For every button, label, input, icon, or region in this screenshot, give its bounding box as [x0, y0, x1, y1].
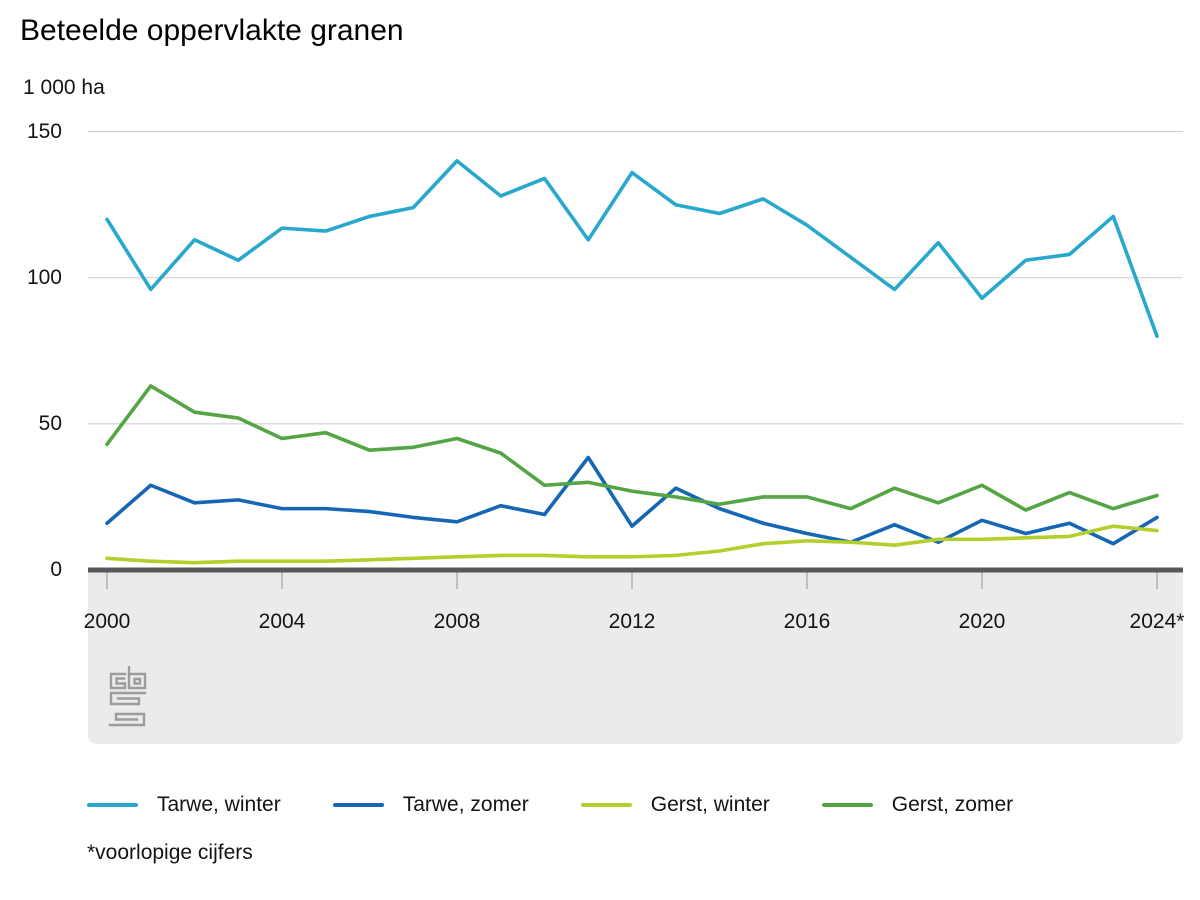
- x-axis-panel: [88, 572, 1183, 744]
- x-tick-label: 2004: [258, 610, 306, 633]
- x-tick-label: 2024*: [1129, 610, 1185, 633]
- cbs-logo-b: [127, 666, 147, 690]
- cbs-logo-c: [109, 672, 127, 690]
- zero-axis-line: [88, 567, 1183, 573]
- x-tick-label: 2012: [608, 610, 656, 633]
- legend-swatch: [332, 803, 384, 807]
- legend-item-tarwe-winter[interactable]: Tarwe, winter: [87, 793, 281, 817]
- legend-item-gerst-winter[interactable]: Gerst, winter: [580, 793, 770, 817]
- x-axis-ticks: [106, 572, 1158, 589]
- series-line-tarwe-winter: [105, 159, 1159, 339]
- series-line-gerst-zomer: [105, 384, 1159, 512]
- series-lines: [105, 159, 1159, 565]
- y-tick-label: 150: [26, 119, 62, 143]
- x-tick-label: 2016: [783, 610, 831, 633]
- legend-label: Tarwe, winter: [157, 793, 281, 816]
- legend-swatch: [580, 803, 632, 807]
- unit-label: 1 000 ha: [23, 76, 105, 99]
- legend-swatch: [87, 803, 138, 807]
- legend-label: Gerst, zomer: [891, 793, 1014, 816]
- legend-label: Tarwe, zomer: [402, 793, 529, 816]
- y-tick-label: 0: [50, 558, 62, 581]
- cbs-logo-s: [108, 691, 147, 727]
- cbs-logo: [108, 666, 147, 727]
- series-line-gerst-winter: [105, 524, 1159, 565]
- line-chart: [88, 131, 1183, 744]
- legend: Tarwe, winter Tarwe, zomer Gerst, winter Ge…: [87, 793, 1013, 817]
- legend-item-gerst-zomer[interactable]: Gerst, zomer: [821, 793, 1014, 817]
- x-tick-label: 2000: [83, 610, 131, 633]
- legend-swatch: [821, 803, 873, 807]
- footnote: *voorlopige cijfers: [87, 841, 253, 864]
- series-line-tarwe-zomer: [105, 455, 1159, 546]
- gridlines: [88, 131, 1183, 425]
- y-tick-label: 100: [26, 265, 62, 289]
- y-tick-label: 50: [38, 411, 62, 435]
- page-title: Beteelde oppervlakte granen: [20, 14, 404, 47]
- legend-item-tarwe-zomer[interactable]: Tarwe, zomer: [332, 793, 529, 817]
- x-tick-label: 2008: [433, 610, 481, 633]
- legend-label: Gerst, winter: [650, 793, 770, 816]
- x-tick-label: 2020: [958, 610, 1006, 633]
